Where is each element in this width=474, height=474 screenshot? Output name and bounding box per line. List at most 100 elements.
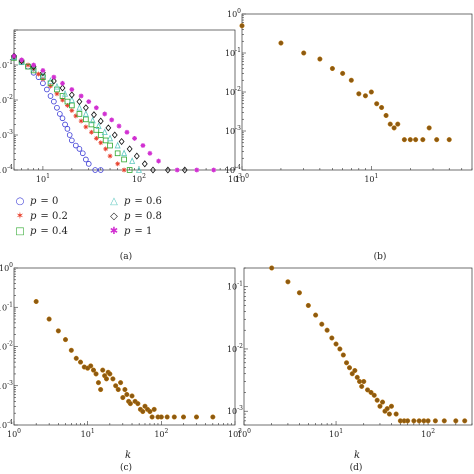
data-point [149,414,155,420]
legend-var: p [124,226,131,237]
x-tick-label: 101 [329,428,343,439]
data-point [386,411,392,417]
data-point [343,360,350,366]
data-point [79,150,86,157]
data-point [78,93,84,99]
data-point [374,101,380,107]
data-point [111,131,118,139]
caption-d: (d) [350,462,363,473]
data-point [89,129,94,135]
data-point [333,341,339,347]
data-point [121,167,127,173]
data-point [54,91,60,97]
data-point [446,137,452,143]
data-point [76,146,83,152]
data-point [379,399,386,405]
data-point [92,167,98,173]
y-tick-label: 10-1 [225,47,241,58]
y-tick-label: 10-3 [0,380,13,391]
data-point [285,279,291,285]
data-point [416,418,422,424]
legend-var: p [124,196,131,207]
data-point [69,102,75,109]
legend-eq: = 0.4 [40,226,68,237]
data-point [89,116,96,124]
data-point [77,359,84,365]
data-point [164,166,171,174]
data-point [83,156,89,163]
data-point [432,418,438,424]
data-point [135,401,141,407]
data-point [329,335,335,341]
legend-item-p08: ◇ p = 0.8 [108,211,162,222]
data-point [76,98,83,106]
data-point [31,62,37,68]
data-point [82,110,89,117]
xlabel-d: k [354,450,360,461]
data-point [107,134,114,142]
legend-item-p02: ✶ p = 0.2 [14,211,68,222]
x-tick-label: 101 [36,173,50,184]
x-tick-label: 102 [132,173,146,184]
data-point [158,414,164,420]
data-point [51,98,57,105]
circle-open-icon: ○ [15,195,25,207]
data-point [377,403,383,409]
data-point [356,378,363,385]
data-point [211,167,217,173]
y-tick-label: 10-3 [225,125,241,136]
data-point [411,418,417,424]
data-point [453,418,459,424]
y-tick-label: 10-3 [0,129,13,140]
data-point [88,363,94,369]
data-point [115,387,121,393]
data-point [120,395,126,401]
data-point [66,132,73,138]
data-point [115,161,121,167]
data-point [361,378,367,385]
data-point [126,145,133,153]
series-5 [11,53,217,173]
plot-frame [13,29,236,171]
legend-item-p04: □ p = 0.4 [14,226,68,237]
data-point [296,290,302,296]
data-point [329,65,335,72]
data-point [90,367,97,373]
data-point [135,166,142,173]
data-point [384,406,390,412]
data-point [83,116,89,123]
data-point [132,135,137,141]
data-point [269,265,275,271]
data-point [340,70,346,76]
data-point [371,392,377,398]
data-point [126,167,133,173]
data-point [354,374,360,380]
data-point [239,23,245,29]
caption-c: (c) [120,462,132,473]
legend-eq: = 0 [40,196,59,207]
data-point [53,82,60,90]
data-point [102,137,109,144]
data-point [101,128,108,136]
data-point [59,115,66,122]
data-point [133,152,140,160]
data-point [65,103,70,108]
x-tick-label: 103 [228,428,242,439]
data-point [140,143,146,148]
data-point [105,124,112,132]
panel-c: 100 101 102 103 100 10-1 10-2 10-3 10-4 [0,262,242,439]
data-point [59,84,66,92]
data-point [76,111,83,117]
data-point [324,327,330,333]
legend-var: p [30,196,37,207]
data-point [346,365,353,371]
data-point [85,161,92,167]
data-point [118,380,124,386]
x-tick-label: 100 [235,173,249,184]
data-point [36,71,41,77]
data-point [407,137,413,143]
data-point [193,414,200,420]
data-point [388,403,395,409]
x-tick-label: 102 [154,428,168,439]
data-point [391,125,397,131]
